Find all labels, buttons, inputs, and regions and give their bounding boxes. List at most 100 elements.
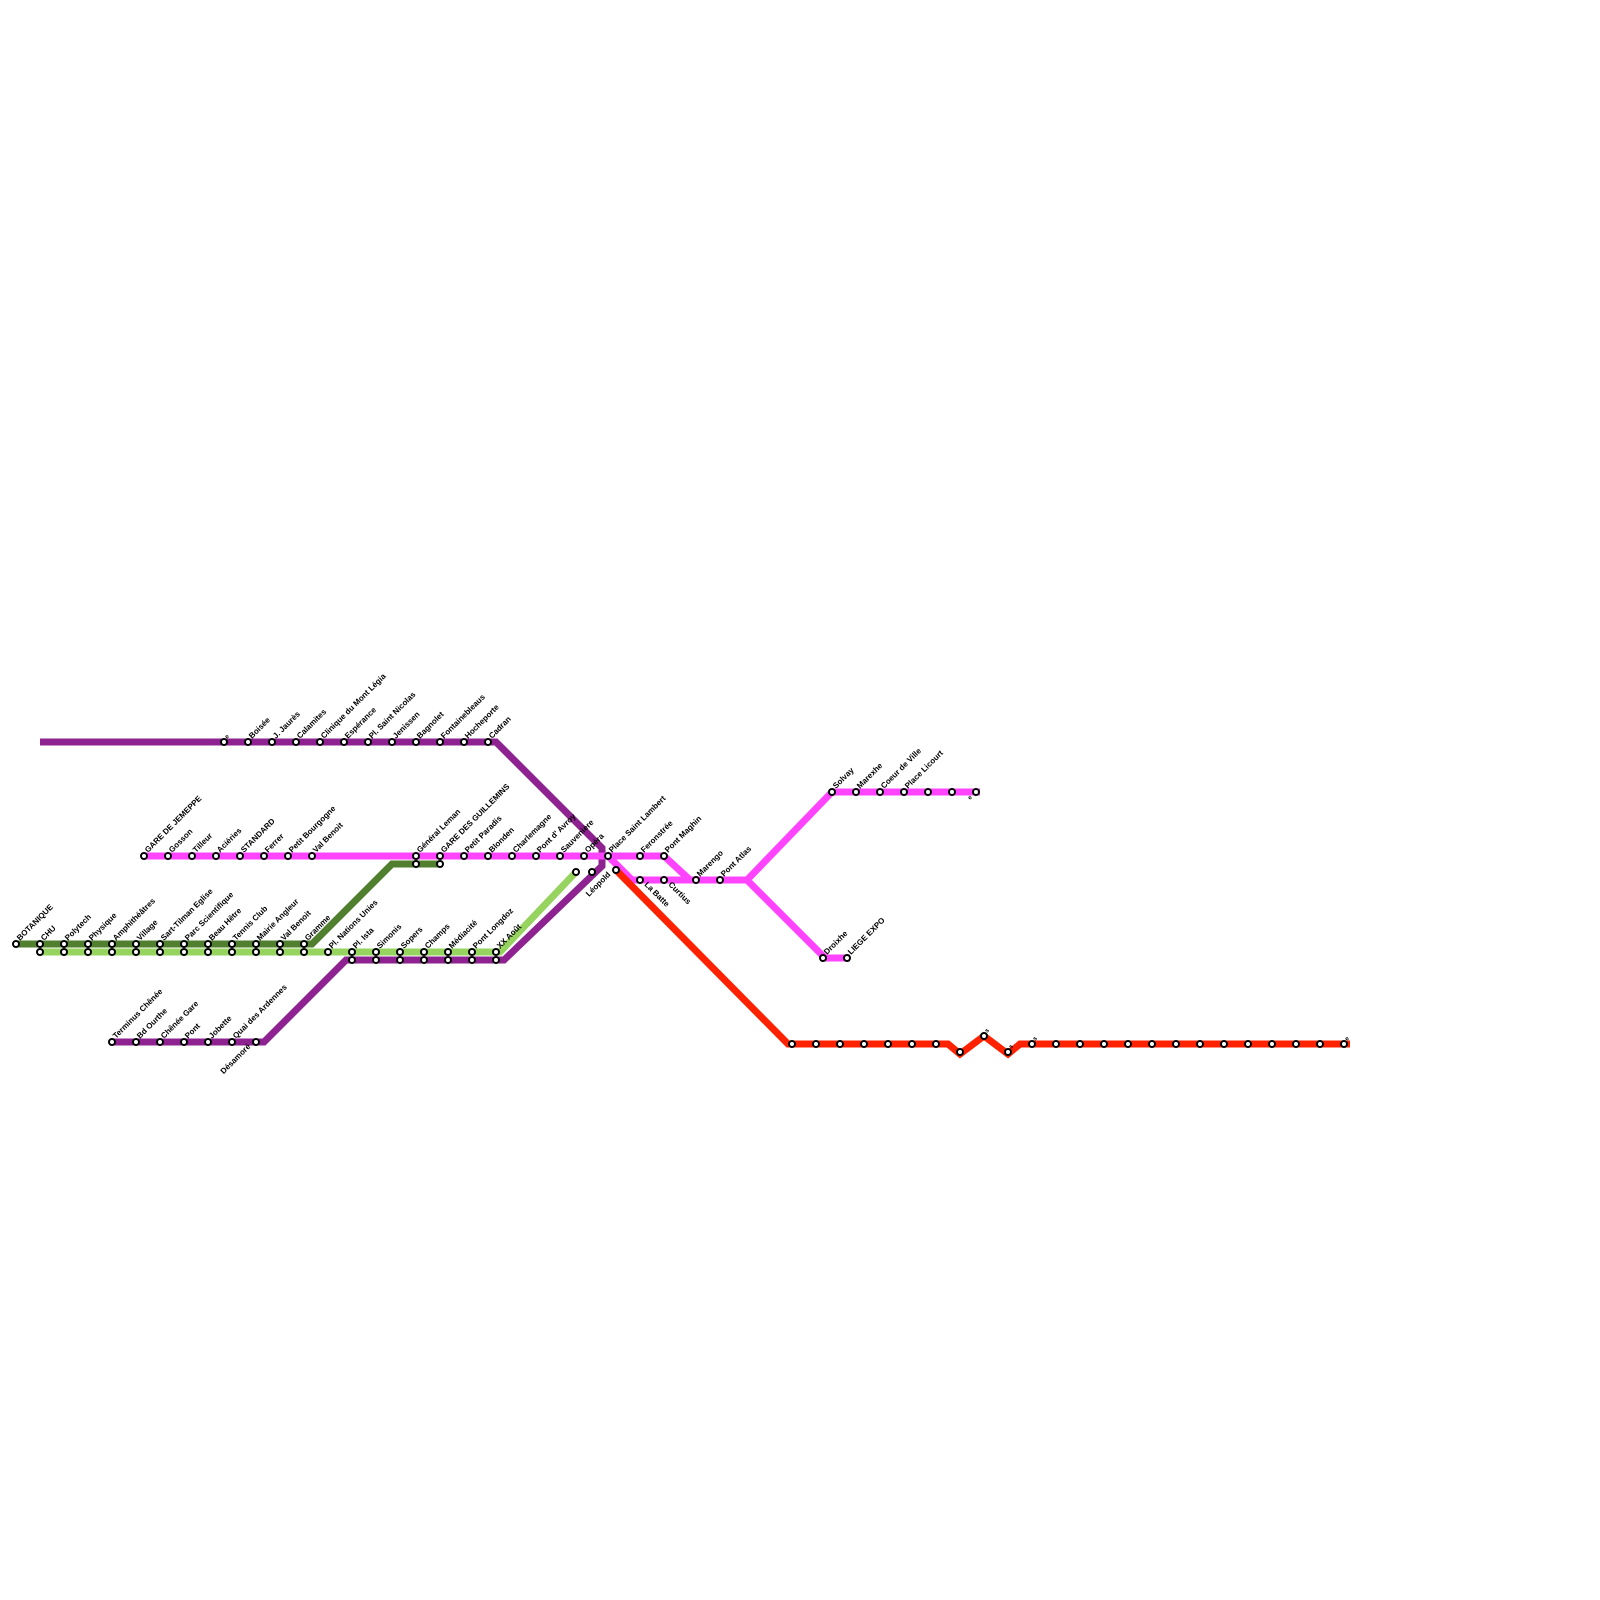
station-marker[interactable] [492,956,500,964]
station-marker[interactable] [444,948,452,956]
station-marker[interactable] [1196,1040,1204,1048]
station-marker[interactable] [60,948,68,956]
station-marker[interactable] [612,866,620,874]
station-marker[interactable] [572,868,580,876]
station[interactable] [836,1040,844,1048]
station-marker[interactable] [908,1040,916,1048]
station-marker[interactable] [156,940,164,948]
station-marker[interactable] [932,1040,940,1048]
station-marker[interactable] [1148,1040,1156,1048]
station[interactable]: e [220,733,231,746]
station[interactable] [444,956,452,964]
station-marker[interactable] [1124,1040,1132,1048]
station-marker[interactable] [492,948,500,956]
station[interactable] [1316,1040,1324,1048]
station-marker[interactable] [460,852,468,860]
station-marker[interactable] [252,948,260,956]
station-marker[interactable] [436,860,444,868]
station-marker[interactable] [84,948,92,956]
station[interactable] [948,788,956,796]
station-marker[interactable] [948,788,956,796]
station[interactable] [180,948,188,956]
station[interactable] [1196,1040,1204,1048]
station-marker[interactable] [1100,1040,1108,1048]
station-marker[interactable] [660,852,668,860]
station-marker[interactable] [84,940,92,948]
station-marker[interactable] [132,1038,140,1046]
station-marker[interactable] [1268,1040,1276,1048]
station[interactable] [956,1048,964,1056]
station[interactable]: Quai des Ardennes [228,982,289,1046]
station-marker[interactable] [300,940,308,948]
station-marker[interactable] [1076,1040,1084,1048]
station-marker[interactable] [420,956,428,964]
station-marker[interactable] [108,1038,116,1046]
station-marker[interactable] [972,788,980,796]
station-marker[interactable] [284,852,292,860]
station[interactable]: s [980,1027,991,1040]
station-marker[interactable] [132,948,140,956]
station[interactable] [468,956,476,964]
station-marker[interactable] [308,852,316,860]
station-marker[interactable] [876,788,884,796]
station-marker[interactable] [484,852,492,860]
station-marker[interactable] [180,948,188,956]
station-marker[interactable] [228,948,236,956]
station-marker[interactable] [372,948,380,956]
station-marker[interactable] [252,940,260,948]
station-marker[interactable] [532,852,540,860]
station[interactable]: e [967,788,980,801]
station[interactable] [812,1040,820,1048]
station-marker[interactable] [843,954,851,962]
station-marker[interactable] [420,948,428,956]
station-marker[interactable] [244,738,252,746]
station-marker[interactable] [252,1038,260,1046]
station[interactable] [276,948,284,956]
station-marker[interactable] [604,852,612,860]
station-marker[interactable] [1004,1048,1012,1056]
station-marker[interactable] [204,1038,212,1046]
station-marker[interactable] [436,852,444,860]
station-marker[interactable] [852,788,860,796]
station[interactable]: LIEGE EXPO [843,916,887,962]
station-marker[interactable] [1292,1040,1300,1048]
station-marker[interactable] [188,852,196,860]
station-marker[interactable] [860,1040,868,1048]
station[interactable] [1268,1040,1276,1048]
station-marker[interactable] [836,1040,844,1048]
station-marker[interactable] [580,852,588,860]
station[interactable] [372,956,380,964]
station[interactable] [300,948,308,956]
station[interactable] [1124,1040,1132,1048]
station-marker[interactable] [364,738,372,746]
station[interactable] [420,956,428,964]
station-marker[interactable] [1340,1040,1348,1048]
station-marker[interactable] [660,876,668,884]
station[interactable] [572,868,580,876]
station[interactable]: Place Saint Lambert [604,794,668,860]
station-marker[interactable] [324,948,332,956]
station[interactable] [492,956,500,964]
station-marker[interactable] [900,788,908,796]
station-marker[interactable] [412,852,420,860]
station-marker[interactable] [396,956,404,964]
station-marker[interactable] [484,738,492,746]
station-marker[interactable] [819,954,827,962]
station-marker[interactable] [236,852,244,860]
station-marker[interactable] [164,852,172,860]
station-marker[interactable] [980,1032,988,1040]
station-marker[interactable] [12,940,20,948]
station-marker[interactable] [292,738,300,746]
station[interactable] [1292,1040,1300,1048]
station-marker[interactable] [372,956,380,964]
station[interactable]: s [1004,1043,1015,1056]
station-marker[interactable] [276,948,284,956]
station[interactable] [788,1040,796,1048]
station-marker[interactable] [348,948,356,956]
station-marker[interactable] [156,948,164,956]
station-marker[interactable] [316,738,324,746]
station-marker[interactable] [276,940,284,948]
station-marker[interactable] [884,1040,892,1048]
station-marker[interactable] [180,1038,188,1046]
station-marker[interactable] [1316,1040,1324,1048]
